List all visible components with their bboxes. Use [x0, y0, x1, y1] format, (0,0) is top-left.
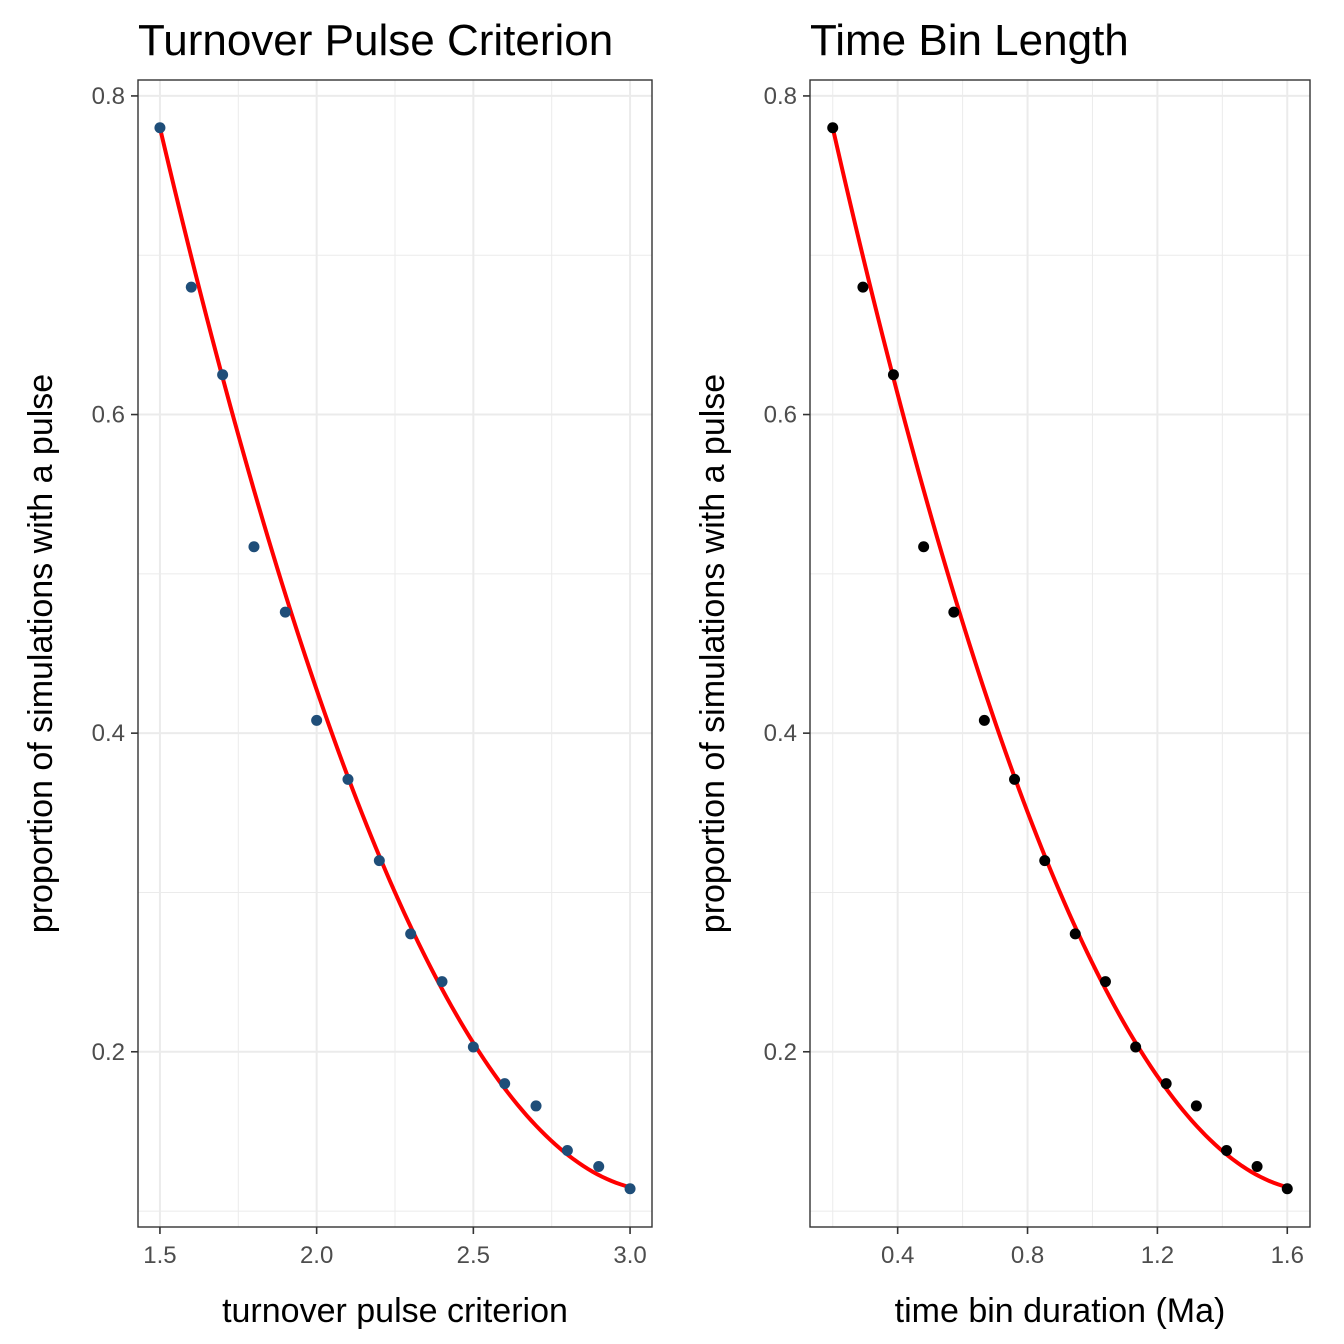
data-point — [1009, 773, 1021, 785]
y-axis-label: proportion of simulations with a pulse — [694, 374, 732, 933]
data-points — [827, 122, 1293, 1195]
data-point — [373, 855, 385, 867]
data-point — [887, 369, 899, 381]
y-tick-label: 0.6 — [764, 402, 797, 429]
panel-border — [809, 79, 1311, 1228]
y-tick-label: 0.8 — [764, 83, 797, 110]
data-point — [857, 281, 869, 293]
data-point — [311, 714, 323, 726]
data-point — [561, 1145, 573, 1157]
x-axis-label: time bin duration (Ma) — [895, 1292, 1226, 1330]
chart-title: Time Bin Length — [810, 16, 1129, 65]
data-point — [1039, 855, 1051, 867]
data-point — [436, 976, 448, 988]
data-point — [1221, 1145, 1233, 1157]
chart-title: Turnover Pulse Criterion — [138, 16, 613, 65]
fit-curve — [157, 127, 631, 1190]
data-point — [1190, 1100, 1202, 1112]
data-point — [467, 1041, 479, 1053]
panel-grid — [810, 80, 1310, 1227]
data-point — [217, 369, 229, 381]
x-axis-label: turnover pulse criterion — [222, 1292, 568, 1330]
axis-ticks: 0.4 0.8 1.2 1.6 0.2 0.4 0.6 0.8 — [764, 83, 1304, 1269]
data-points — [154, 122, 636, 1195]
x-tick-label: 2.0 — [300, 1242, 333, 1269]
fit-curve — [830, 127, 1288, 1190]
data-point — [279, 606, 291, 618]
data-point — [405, 928, 417, 940]
data-point — [154, 122, 166, 134]
y-axis-label: proportion of simulations with a pulse — [22, 374, 60, 933]
data-point — [248, 541, 260, 553]
x-tick-label: 0.8 — [1011, 1242, 1044, 1269]
data-point — [530, 1100, 542, 1112]
data-point — [978, 714, 990, 726]
y-tick-label: 0.4 — [92, 720, 125, 747]
x-tick-label: 0.4 — [881, 1242, 914, 1269]
data-point — [918, 541, 930, 553]
x-tick-label: 1.2 — [1141, 1242, 1174, 1269]
y-tick-label: 0.2 — [92, 1039, 125, 1066]
y-tick-label: 0.8 — [92, 83, 125, 110]
y-tick-label: 0.6 — [92, 402, 125, 429]
x-tick-label: 1.5 — [143, 1242, 176, 1269]
data-point — [1251, 1160, 1263, 1172]
data-point — [1281, 1183, 1293, 1195]
data-point — [593, 1160, 605, 1172]
axis-ticks: 1.5 2.0 2.5 3.0 0.2 0.4 0.6 0.8 — [92, 83, 647, 1269]
data-point — [1160, 1078, 1172, 1090]
data-point — [624, 1183, 636, 1195]
panel-grid — [138, 80, 652, 1227]
data-point — [1069, 928, 1081, 940]
x-tick-label: 3.0 — [613, 1242, 646, 1269]
x-tick-label: 1.6 — [1271, 1242, 1304, 1269]
y-tick-label: 0.4 — [764, 720, 797, 747]
data-point — [185, 281, 197, 293]
data-point — [948, 606, 960, 618]
y-tick-label: 0.2 — [764, 1039, 797, 1066]
data-point — [827, 122, 839, 134]
panel-turnover-pulse-criterion: 1.5 2.0 2.5 3.0 0.2 0.4 0.6 0.8 Turnover Pulse … — [22, 16, 653, 1330]
data-point — [342, 773, 354, 785]
data-point — [499, 1078, 511, 1090]
x-tick-label: 2.5 — [457, 1242, 490, 1269]
panel-time-bin-length: 0.4 0.8 1.2 1.6 0.2 0.4 0.6 0.8 Time Bin Length… — [694, 16, 1311, 1330]
panel-border — [137, 79, 653, 1228]
data-point — [1130, 1041, 1142, 1053]
data-point — [1099, 976, 1111, 988]
